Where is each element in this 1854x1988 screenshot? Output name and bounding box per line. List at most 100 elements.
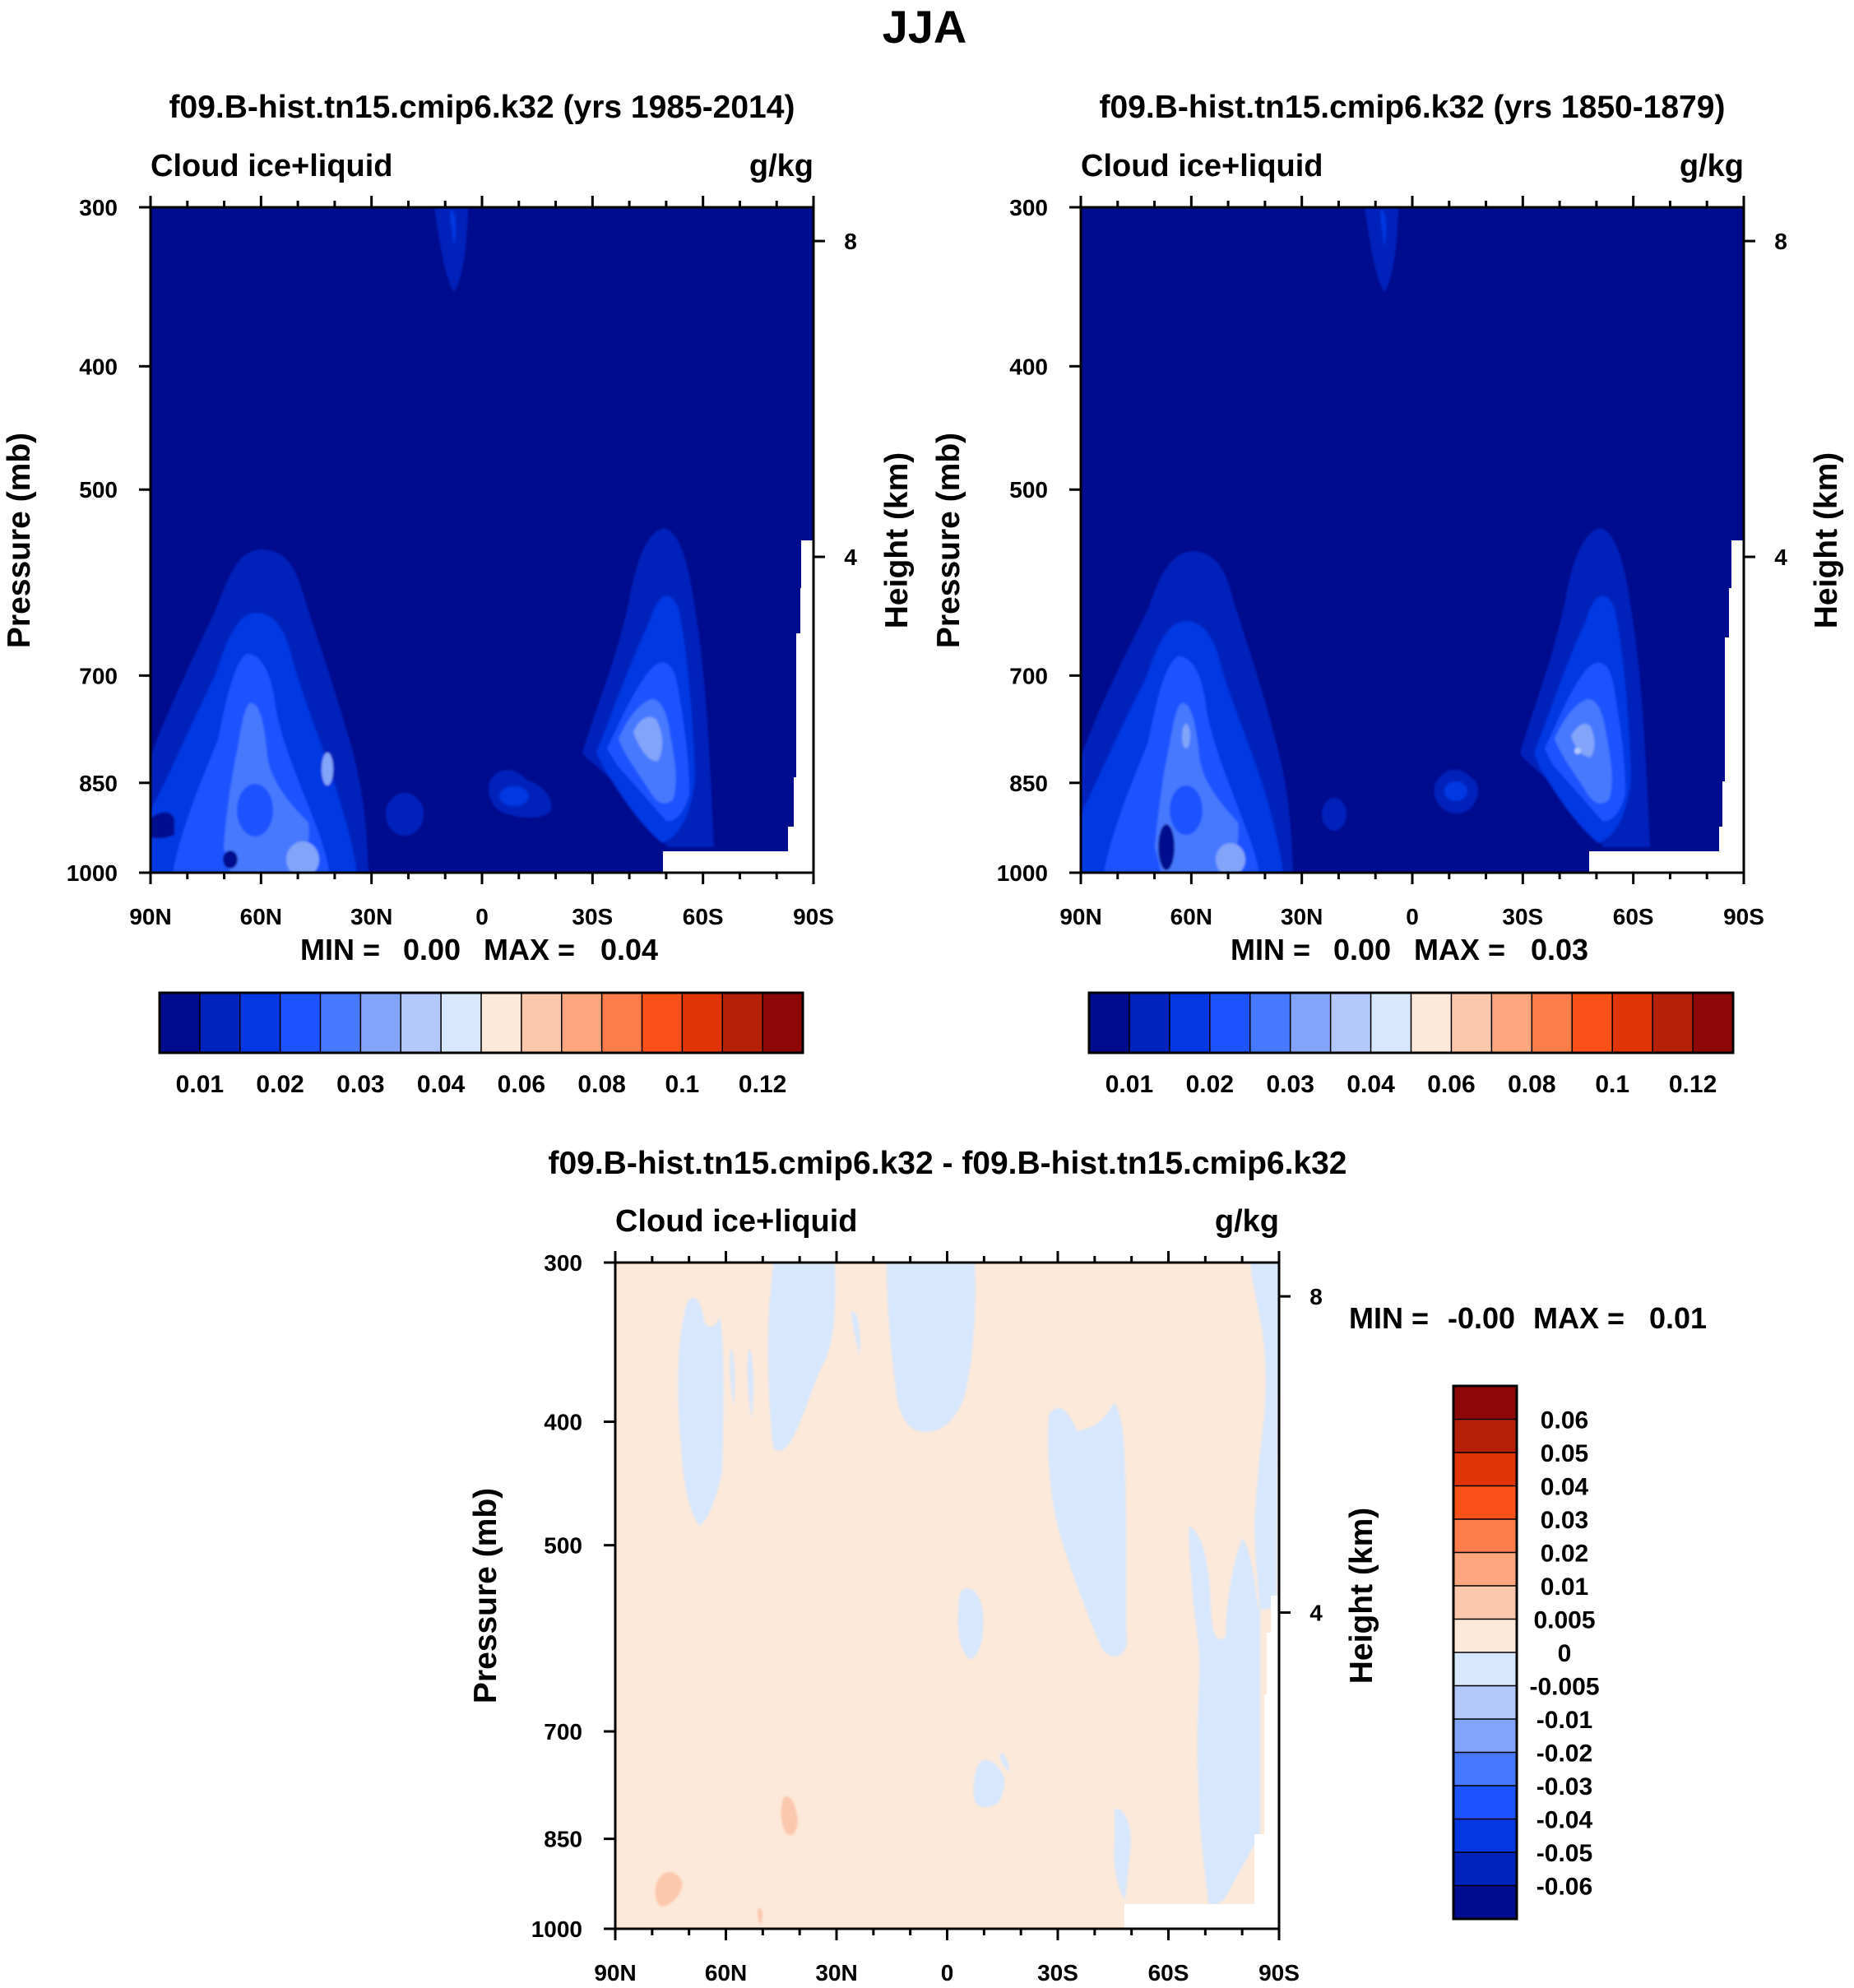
colorbar-label: 0.01 — [1541, 1573, 1588, 1601]
pressure-tick-label: 700 — [1009, 663, 1048, 688]
lat-tick-label: 30N — [1281, 904, 1323, 929]
colorbar-label: -0.05 — [1537, 1840, 1592, 1867]
panel-1-tick-labels: 300 400 500 700 850 1000 8 4 90N 60N 30N 0 30S 60S 90S — [67, 195, 858, 929]
height-tick-label: 4 — [844, 544, 857, 570]
colorbar-swatch — [1453, 1452, 1518, 1487]
colorbar-swatch — [1329, 992, 1372, 1054]
colorbar-label: 0.02 — [1186, 1071, 1234, 1098]
colorbar-swatch — [1453, 1684, 1518, 1721]
colorbar-swatch — [721, 992, 764, 1054]
colorbar-swatch — [1453, 1518, 1518, 1554]
colorbar-frame — [1452, 1384, 1518, 1921]
panel-3-max-value: 0.01 — [1649, 1301, 1707, 1335]
pressure-tick-label: 700 — [544, 1719, 582, 1745]
panel-3-max-label: MAX = — [1533, 1301, 1625, 1335]
colorbar-frame — [1087, 991, 1735, 1054]
lat-tick-label: 60S — [1148, 1960, 1189, 1986]
colorbar-label: 0.12 — [1669, 1071, 1717, 1098]
panel-1-field-label: Cloud ice+liquid — [151, 149, 393, 183]
colorbar-swatch — [600, 992, 643, 1054]
lat-tick-label: 0 — [1406, 904, 1419, 929]
lat-tick-label: 60N — [240, 904, 282, 929]
panel-3-ylabel-left: Pressure (mb) — [468, 1488, 503, 1703]
colorbar-swatch — [1410, 992, 1453, 1054]
colorbar-swatch — [1453, 1551, 1518, 1587]
colorbar-swatch — [1450, 992, 1493, 1054]
colorbar-label: 0.05 — [1541, 1440, 1588, 1467]
lat-tick-label: 90S — [793, 904, 834, 929]
lat-tick-label: 60S — [1613, 904, 1654, 929]
colorbar-label: -0.04 — [1537, 1807, 1593, 1834]
pressure-tick-label: 300 — [544, 1250, 582, 1276]
panel-1-min-label: MIN = — [300, 933, 380, 966]
colorbar-swatch — [1169, 992, 1212, 1054]
lat-tick-label: 30S — [1037, 1960, 1078, 1986]
pressure-tick-label: 850 — [1009, 771, 1048, 796]
lat-tick-label: 90S — [1723, 904, 1764, 929]
colorbar-swatch — [1453, 1618, 1518, 1654]
panel-2-contour-field — [1081, 207, 1744, 873]
colorbar-swatch — [319, 992, 362, 1054]
colorbar-swatch — [1370, 992, 1412, 1054]
panel-3-contour-field — [615, 1263, 1279, 1929]
pressure-tick-label: 400 — [544, 1410, 582, 1435]
height-tick-label: 4 — [1774, 544, 1787, 570]
pressure-tick-label: 300 — [1009, 195, 1048, 220]
panel-1-max-value: 0.04 — [600, 933, 658, 966]
colorbar-label: 0.08 — [577, 1071, 625, 1098]
colorbar-label: 0.04 — [1346, 1071, 1395, 1098]
lat-tick-label: 90N — [594, 1960, 636, 1986]
colorbar-swatch — [440, 992, 483, 1054]
colorbar-label: 0.04 — [417, 1071, 466, 1098]
panel-3-tick-labels: 300 400 500 700 850 1000 8 4 90N 60N 30N 0 30S 60S 90S — [531, 1250, 1323, 1986]
lat-tick-label: 60N — [705, 1960, 747, 1986]
panel-2-tick-labels: 300 400 500 700 850 1000 8 4 90N 60N 30N 0 30S 60S 90S — [997, 195, 1788, 929]
colorbar-swatch — [159, 992, 202, 1054]
panel-3: f09.B-hist.tn15.cmip6.k32 - f09.B-hist.t… — [468, 1146, 1707, 1986]
colorbar-swatch — [199, 992, 241, 1054]
colorbar-swatch — [1453, 1851, 1518, 1887]
panel-1: f09.B-hist.tn15.cmip6.k32 (yrs 1985-2014… — [2, 90, 915, 1098]
pressure-tick-label: 1000 — [997, 860, 1048, 886]
panel-2-max-value: 0.03 — [1531, 933, 1588, 966]
colorbar-label: 0.12 — [739, 1071, 786, 1098]
panel-2-title: f09.B-hist.tn15.cmip6.k32 (yrs 1850-1879… — [1100, 90, 1726, 125]
panel-2-ylabel-right: Height (km) — [1809, 452, 1844, 629]
lat-tick-label: 0 — [475, 904, 489, 929]
colorbar-swatch — [1088, 992, 1131, 1054]
colorbar-swatch — [521, 992, 563, 1054]
colorbar-swatch — [1611, 992, 1654, 1054]
panel-2-max-label: MAX = — [1414, 933, 1505, 966]
pressure-tick-label: 850 — [79, 771, 118, 796]
colorbar-swatch — [1453, 1418, 1518, 1454]
colorbar-label: -0.06 — [1537, 1874, 1592, 1901]
pressure-tick-label: 400 — [79, 354, 118, 379]
colorbar-swatch — [1453, 1751, 1518, 1787]
panel-2-field-label: Cloud ice+liquid — [1081, 149, 1323, 183]
height-tick-label: 8 — [1774, 229, 1787, 254]
pressure-tick-label: 500 — [1009, 477, 1048, 503]
panel-3-ticks — [604, 1251, 1291, 1940]
colorbar-swatch — [1531, 992, 1574, 1054]
colorbar-swatch — [239, 992, 281, 1054]
colorbar-swatch — [400, 992, 443, 1054]
colorbar-swatch — [1453, 1718, 1518, 1754]
colorbar-swatch — [1289, 992, 1332, 1054]
colorbar-swatch — [279, 992, 322, 1054]
colorbar-label: 0.01 — [176, 1071, 224, 1098]
colorbar-label: 0.03 — [1541, 1507, 1588, 1534]
colorbar-label: 0.06 — [1427, 1071, 1475, 1098]
pressure-tick-label: 850 — [544, 1827, 582, 1852]
pressure-tick-label: 1000 — [531, 1916, 582, 1942]
colorbar-label: 0.03 — [336, 1071, 384, 1098]
panel-3-field-label: Cloud ice+liquid — [615, 1204, 858, 1239]
colorbar-swatch — [1453, 1385, 1518, 1420]
colorbar-label: 0.08 — [1508, 1071, 1555, 1098]
pressure-tick-label: 500 — [544, 1533, 582, 1559]
colorbar-frame — [158, 991, 804, 1054]
colorbar-swatch — [1490, 992, 1533, 1054]
lat-tick-label: 30N — [350, 904, 392, 929]
panel-1-colorbar: 0.01 0.02 0.03 0.04 0.06 0.08 0.1 0.12 — [158, 991, 804, 1098]
colorbar-label: 0.01 — [1105, 1071, 1153, 1098]
